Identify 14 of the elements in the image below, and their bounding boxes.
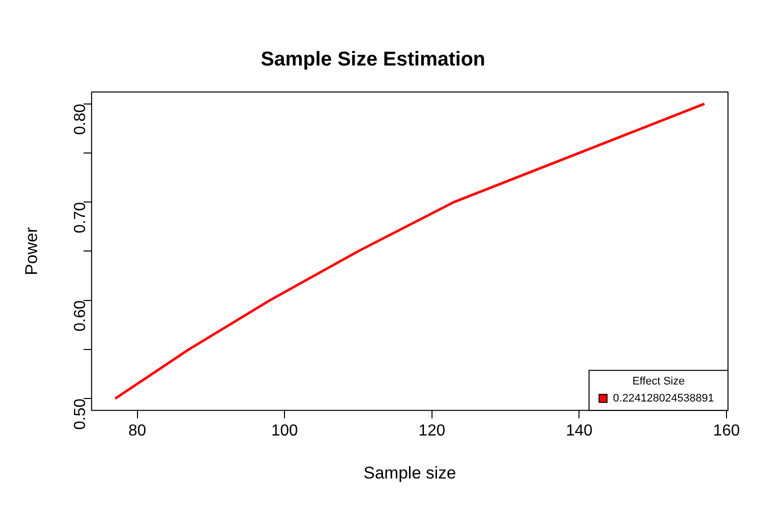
x-tick-label: 80 [128,422,146,440]
legend-title: Effect Size [632,375,685,388]
x-axis-title: Sample size [363,463,456,482]
x-tick-label: 120 [418,422,446,440]
x-tick-label: 140 [566,422,593,440]
y-tick-label: 0.60 [72,300,90,332]
legend-label: 0.224128024538891 [613,392,714,404]
chart-title: Sample Size Estimation [260,48,486,71]
y-axis-title: Power [22,226,41,276]
y-tick-label: 0.70 [72,202,90,234]
y-tick-label: 0.80 [72,104,90,135]
y-tick-label: 0.50 [72,398,90,430]
x-tick-label: 100 [271,422,298,440]
x-tick-label: 160 [713,422,740,440]
